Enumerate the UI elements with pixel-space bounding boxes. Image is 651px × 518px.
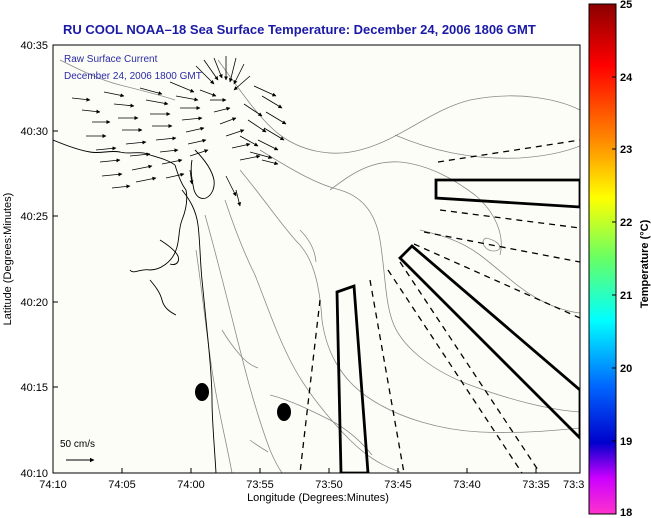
colorbar-tick: 18 <box>620 507 632 518</box>
x-tick-label: 74:10 <box>39 479 67 491</box>
map-title: RU COOL NOAA–18 Sea Surface Temperature:… <box>63 22 536 37</box>
temperature-colorbar: 25 24 23 22 21 20 19 18 Temperature (°C) <box>588 0 651 518</box>
x-tick-label: 73:50 <box>315 479 343 491</box>
colorbar-tick: 20 <box>620 363 632 375</box>
bathymetry-contours <box>59 59 580 473</box>
y-tick-label: 40:30 <box>20 126 48 138</box>
colorbar-tick: 21 <box>620 290 632 302</box>
colorbar-tick: 23 <box>620 144 632 156</box>
coastline <box>53 139 217 473</box>
buoy-marker <box>195 383 209 401</box>
plot-area: Raw Surface Current December 24, 2006 18… <box>53 45 580 473</box>
x-axis-label: Longitude (Degrees:Minutes) <box>247 492 389 504</box>
x-tick-label: 73:45 <box>384 479 412 491</box>
y-tick-label: 40:25 <box>20 211 48 223</box>
plot-background <box>53 45 580 473</box>
surface-current-vectors <box>71 56 287 207</box>
legend-line-2: December 24, 2006 1800 GMT <box>64 71 202 82</box>
colorbar-gradient <box>588 3 617 515</box>
colorbar-label: Temperature (°C) <box>639 219 651 308</box>
y-tick-label: 40:10 <box>20 468 48 480</box>
colorbar-tick: 22 <box>620 217 632 229</box>
x-tick-label: 73:40 <box>453 479 481 491</box>
scale-arrow-label: 50 cm/s <box>60 439 95 450</box>
y-tick-label: 40:20 <box>20 297 48 309</box>
x-tick-labels: 74:10 74:05 74:00 73:55 73:50 73:45 73:4… <box>39 479 584 491</box>
dashed-transects <box>299 139 580 473</box>
axis-tick-marks <box>52 44 537 474</box>
x-tick-label: 73:35 <box>522 479 550 491</box>
x-tick-label: 73:3 <box>563 479 584 491</box>
x-tick-label: 74:05 <box>108 479 136 491</box>
buoy-marker <box>277 403 291 421</box>
legend-line-1: Raw Surface Current <box>64 54 158 65</box>
y-tick-label: 40:15 <box>20 382 48 394</box>
colorbar-tick: 25 <box>620 0 632 11</box>
x-tick-label: 74:00 <box>177 479 205 491</box>
y-tick-label: 40:35 <box>20 40 48 52</box>
y-tick-labels: 40:35 40:30 40:25 40:20 40:15 40:10 <box>20 40 48 480</box>
survey-boxes <box>335 178 580 473</box>
colorbar-tick: 24 <box>620 72 633 84</box>
colorbar-tick: 19 <box>620 436 632 448</box>
x-tick-label: 73:55 <box>246 479 274 491</box>
y-axis-label: Latitude (Degrees:Minutes) <box>2 193 14 326</box>
plot-frame <box>52 44 581 474</box>
